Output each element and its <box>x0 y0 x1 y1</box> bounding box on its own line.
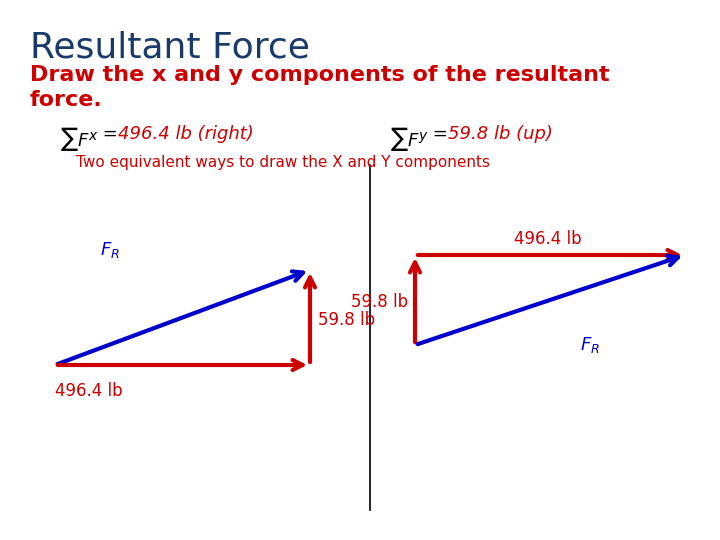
Text: =: = <box>427 125 454 143</box>
Text: Resultant Force: Resultant Force <box>30 30 310 64</box>
Text: =: = <box>97 125 124 143</box>
Text: 496.4 lb: 496.4 lb <box>55 382 122 400</box>
Text: 59.8 lb (up): 59.8 lb (up) <box>448 125 553 143</box>
Text: Two equivalent ways to draw the X and Y components: Two equivalent ways to draw the X and Y … <box>76 155 490 170</box>
Text: $\mathit{F}_R$: $\mathit{F}_R$ <box>580 335 600 355</box>
Text: 59.8 lb: 59.8 lb <box>351 293 408 311</box>
Text: 496.4 lb (right): 496.4 lb (right) <box>118 125 253 143</box>
Text: Draw the x and y components of the resultant: Draw the x and y components of the resul… <box>30 65 610 85</box>
Text: 496.4 lb: 496.4 lb <box>514 230 582 248</box>
Text: 59.8 lb: 59.8 lb <box>318 311 375 329</box>
Text: $\mathit{F}_R$: $\mathit{F}_R$ <box>100 240 120 260</box>
Text: $\sum$$\mathit{F}$: $\sum$$\mathit{F}$ <box>60 125 90 153</box>
Text: x: x <box>88 129 96 143</box>
Text: $\sum$$\mathit{F}$: $\sum$$\mathit{F}$ <box>390 125 420 153</box>
Text: force.: force. <box>30 90 103 110</box>
Text: y: y <box>418 129 426 143</box>
